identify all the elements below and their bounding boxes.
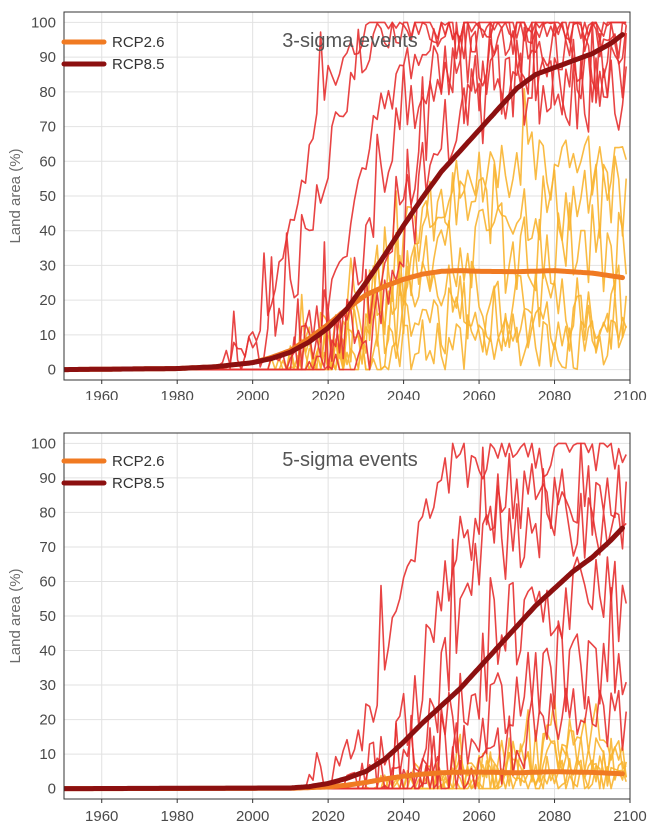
x-tick-label: 2040: [387, 388, 420, 400]
y-tick-label: 60: [39, 573, 56, 590]
y-tick-label: 90: [39, 49, 56, 66]
y-tick-label: 10: [39, 746, 56, 763]
legend-label: RCP8.5: [112, 56, 165, 73]
x-tick-label: 1980: [161, 388, 194, 400]
y-tick-label: 50: [39, 608, 56, 625]
x-tick-label: 2080: [538, 808, 571, 823]
chart-panel-3-sigma: 1960 1980 2000 2020 2040 2060 2080 2100 0 10 20 30 4…: [7, 11, 647, 400]
legend-label: RCP8.5: [112, 475, 165, 492]
x-tick-label: 2000: [236, 388, 269, 400]
y-tick-label: 70: [39, 539, 56, 556]
panel-title: 3-sigma events: [282, 30, 418, 52]
y-axis-label: Land area (%): [7, 148, 24, 243]
x-tick-label: 2100: [613, 388, 646, 400]
legend-label: RCP2.6: [112, 453, 165, 470]
y-tick-label: 90: [39, 470, 56, 487]
plot-frame: [63, 11, 631, 381]
panel-title: 5-sigma events: [282, 449, 418, 471]
y-tick-label: 0: [48, 362, 56, 379]
x-tick-label: 2100: [613, 808, 646, 823]
y-tick-label: 30: [39, 257, 56, 274]
y-tick-label: 40: [39, 643, 56, 660]
y-tick-label: 100: [31, 435, 56, 452]
y-tick-label: 60: [39, 153, 56, 170]
series-line-rcp85: [64, 525, 625, 792]
y-tick-label: 100: [31, 14, 56, 31]
x-tick-label: 2020: [311, 808, 344, 823]
x-tick-label: 2080: [538, 388, 571, 400]
x-tick-label: 1960: [85, 388, 118, 400]
x-tick-label: 2060: [462, 388, 495, 400]
y-tick-label: 80: [39, 504, 56, 521]
legend-label: RCP2.6: [112, 34, 165, 51]
x-tick-label: 2060: [462, 808, 495, 823]
y-tick-label: 40: [39, 223, 56, 240]
y-tick-label: 30: [39, 677, 56, 694]
y-axis-label: Land area (%): [7, 568, 24, 663]
x-tick-label: 1960: [85, 808, 118, 823]
y-tick-label: 20: [39, 712, 56, 729]
y-tick-label: 20: [39, 292, 56, 309]
chart-panel-5-sigma: 1960 1980 2000 2020 2040 2060 2080 2100 0 10 20 30 4…: [7, 432, 647, 823]
y-tick-label: 70: [39, 119, 56, 136]
x-tick-label: 2020: [311, 388, 344, 400]
y-tick-label: 10: [39, 327, 56, 344]
y-tick-label: 80: [39, 84, 56, 101]
series-line-rcp85: [64, 32, 625, 373]
x-tick-label: 1980: [161, 808, 194, 823]
x-tick-label: 2040: [387, 808, 420, 823]
y-tick-label: 0: [48, 781, 56, 798]
x-tick-label: 2000: [236, 808, 269, 823]
y-tick-label: 50: [39, 188, 56, 205]
plot-frame: [63, 432, 631, 800]
